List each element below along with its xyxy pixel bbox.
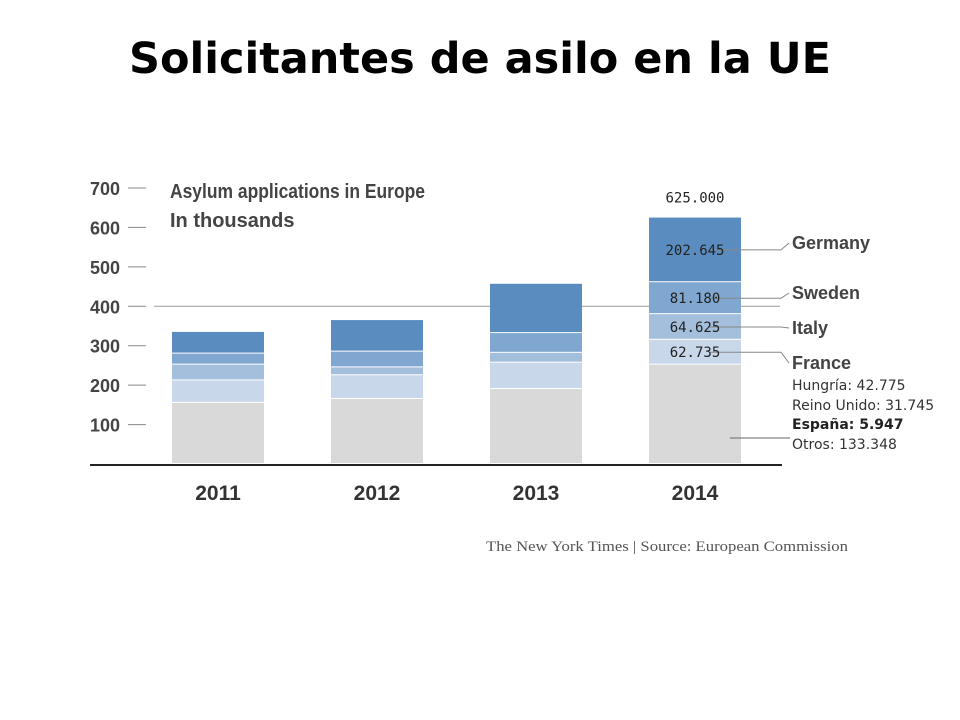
legend-leader-line [709, 242, 790, 251]
bar-segment-germany [172, 331, 264, 353]
note-espana: España: 5.947 [792, 417, 904, 433]
bar-segment-germany [331, 320, 423, 351]
slide-title: Solicitantes de asilo en la UE [129, 34, 831, 84]
bar-segment-france [649, 339, 741, 364]
x-tick-label: 2014 [672, 482, 719, 505]
segment-label-germany: 202.645 [665, 243, 724, 259]
y-tick-label: 600 [90, 218, 120, 238]
bar-segment-italy [331, 367, 423, 375]
bar-segment-italy [649, 314, 741, 339]
bar-segment-sweden [331, 351, 423, 367]
y-tick-label: 400 [90, 297, 120, 317]
bar-segment-france [172, 380, 264, 402]
source-note: The New York Times | Source: European Co… [486, 539, 849, 555]
bar-segment-other [649, 364, 741, 463]
y-tick-label: 500 [90, 258, 120, 278]
bar-segment-italy [172, 364, 264, 380]
bar-segment-sweden [490, 333, 582, 352]
segment-label-sweden: 81.180 [670, 291, 721, 307]
legend-label-france: France [792, 353, 851, 373]
x-axis: 2011 2012 2013 2014 [195, 482, 718, 505]
x-tick-label: 2012 [354, 482, 401, 505]
y-tick-label: 200 [90, 376, 120, 396]
legend-leader-line [709, 292, 790, 299]
bar-segment-italy [490, 352, 582, 362]
note-reino-unido: Reino Unido: 31.745 [792, 397, 935, 414]
segment-label-france: 62.735 [670, 345, 721, 361]
other-countries-notes: Hungría: 42.775 Reino Unido: 31.745 Espa… [792, 377, 934, 455]
legend-label-germany: Germany [792, 233, 870, 253]
bar-segment-other [172, 402, 264, 463]
y-tick-label: 100 [90, 416, 120, 436]
legend-leader-line [709, 351, 790, 364]
chart-subtitle: In thousands [170, 210, 294, 232]
bar-segment-germany [490, 283, 582, 333]
legend: Germany Sweden Italy France [709, 233, 870, 439]
value-labels: 625.000 202.645 81.180 64.625 62.735 [665, 191, 724, 362]
legend-label-italy: Italy [792, 318, 828, 338]
bar-segment-france [331, 375, 423, 398]
bars [172, 217, 741, 463]
y-tick-label: 300 [90, 337, 120, 357]
note-hungria: Hungría: 42.775 [792, 378, 906, 394]
note-otros: Otros: 133.348 [792, 436, 897, 453]
y-tick-label: 700 [90, 179, 120, 199]
bar-segment-france [490, 362, 582, 389]
x-tick-label: 2013 [513, 482, 560, 505]
x-tick-label: 2011 [195, 482, 241, 505]
chart-title: Asylum applications in Europe [170, 181, 425, 203]
legend-leader-line [709, 326, 790, 329]
y-axis: 100 200 300 400 500 600 700 [90, 179, 146, 436]
bar-segment-sweden [172, 353, 264, 364]
legend-label-sweden: Sweden [792, 283, 860, 303]
segment-label-italy: 64.625 [670, 320, 721, 336]
total-label-2014: 625.000 [665, 191, 724, 207]
bar-segment-other [331, 398, 423, 463]
bar-segment-other [490, 389, 582, 463]
